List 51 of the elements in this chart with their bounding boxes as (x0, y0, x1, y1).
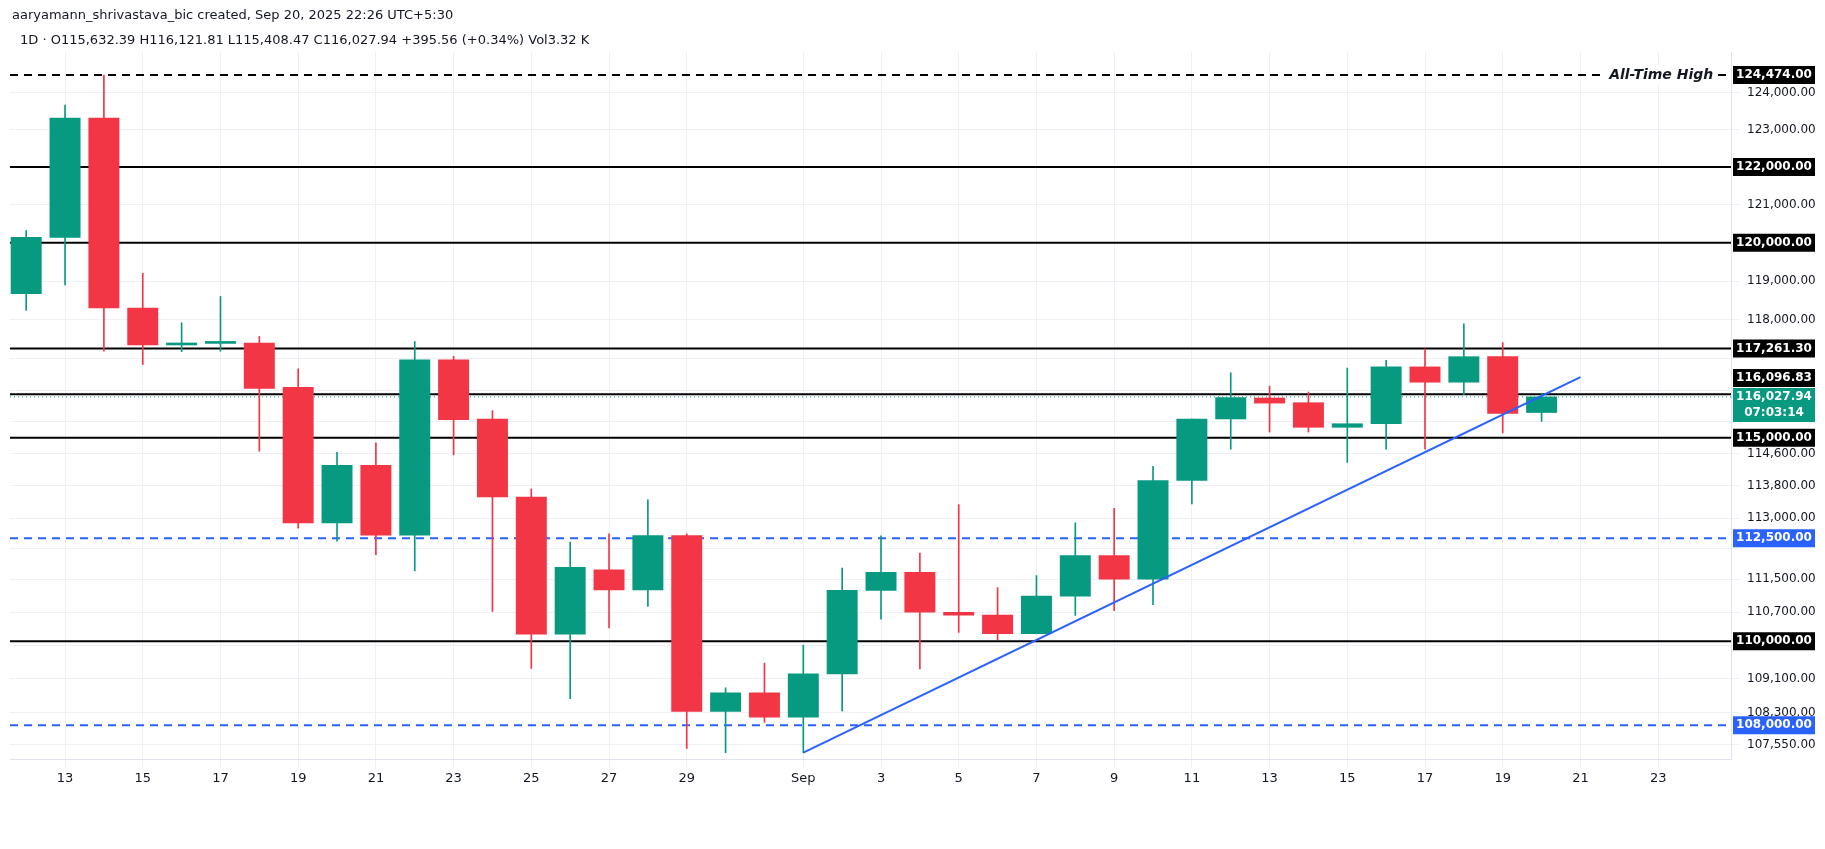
y-tick-label: 113,800.00 (1747, 477, 1816, 492)
ref-line-label: 116,096.83 (1736, 370, 1812, 384)
y-tick-label: 107,550.00 (1747, 736, 1816, 751)
chart-subtitle: 1D · O115,632.39 H116,121.81 L115,408.47 C116,027.94 +395.56 (+0.34%) Vol3.32 K (20, 32, 590, 48)
y-tick-label: 121,000.00 (1747, 196, 1816, 211)
x-tick-label: Sep (791, 769, 816, 785)
x-tick-label: 17 (1416, 769, 1434, 785)
x-tick-label: 27 (600, 769, 618, 785)
x-tick-label: 29 (678, 769, 696, 785)
ref-line-label: 120,000.00 (1736, 234, 1812, 249)
y-tick-label: 110,700.00 (1747, 604, 1816, 619)
y-tick-label: 123,000.00 (1747, 121, 1816, 136)
y-tick-label: 119,000.00 (1747, 273, 1816, 288)
annotation: All-Time High (1608, 65, 1714, 82)
x-tick-label: 19 (289, 769, 307, 785)
text: aaryamann_shrivastava_bic created, Sep 20, 2025 22:26 UTC+5:30 (12, 7, 454, 23)
ref-line-label: 122,000.00 (1736, 159, 1812, 174)
x-tick-label: 13 (56, 769, 74, 785)
x-tick-label: 11 (1183, 769, 1201, 785)
ref-line-label: 110,000.00 (1736, 633, 1812, 648)
candlestick (593, 533, 625, 629)
y-tick-label: 114,600.00 (1747, 445, 1816, 460)
y-tick-label: 113,000.00 (1747, 510, 1816, 525)
x-tick-label: 19 (1494, 769, 1511, 785)
x-tick-label: 21 (1572, 769, 1589, 785)
x-tick-label: 23 (445, 769, 462, 785)
ref-line-label: 108,000.00 (1736, 717, 1812, 732)
y-tick-label: 108,300.00 (1747, 704, 1816, 719)
ref-line-label: 112,500.00 (1736, 530, 1812, 545)
x-tick-label: 23 (1649, 769, 1667, 785)
x-tick-label: 15 (134, 769, 152, 785)
ref-line-label: 115,000.00 (1736, 429, 1812, 444)
x-tick-label: 25 (523, 769, 540, 785)
y-tick-label: 111,500.00 (1747, 571, 1816, 586)
x-tick-label: 17 (212, 769, 229, 785)
candlestick (1331, 367, 1363, 463)
x-tick-label: 15 (1339, 769, 1356, 785)
x-tick-label: 3 (876, 769, 886, 785)
x-tick-label: 5 (954, 769, 963, 785)
ref-line-label: 117,261.30 (1736, 340, 1812, 355)
x-tick-label: 21 (367, 769, 385, 785)
x-tick-label: 7 (1032, 769, 1041, 785)
y-tick-label: 118,000.00 (1747, 311, 1816, 326)
candlestick (865, 535, 897, 620)
y-tick-label: 124,000.00 (1747, 84, 1816, 99)
ref-line-label: 124,474.00 (1736, 67, 1812, 82)
x-tick-label: 9 (1110, 769, 1119, 785)
ref-line-label: 116,027.94 07:03:14 (1736, 389, 1812, 419)
x-tick-label: 13 (1261, 769, 1278, 785)
y-tick-label: 109,100.00 (1747, 671, 1816, 686)
candlestick (1409, 348, 1441, 450)
